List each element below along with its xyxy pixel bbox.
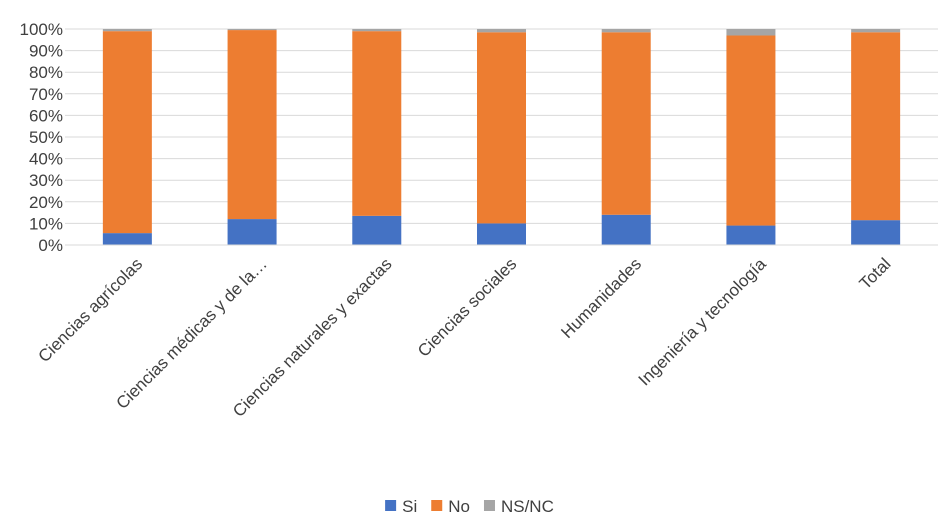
y-tick-label: 90%	[29, 42, 63, 61]
y-tick-label: 100%	[20, 20, 63, 39]
bar-si-4	[601, 214, 651, 245]
bar-si-6	[851, 220, 901, 245]
legend-label: Si	[402, 497, 417, 516]
y-tick-label: 40%	[29, 150, 63, 169]
x-tick-label: Total	[856, 254, 895, 293]
y-tick-label: 20%	[29, 193, 63, 212]
x-tick-label: Ciencias sociales	[414, 254, 520, 360]
bar-no-1	[227, 30, 277, 220]
bar-ns-nc-3	[477, 29, 526, 33]
bar-no-0	[102, 31, 152, 234]
bar-ns-nc-4	[601, 29, 651, 33]
y-tick-label: 80%	[29, 63, 63, 82]
y-tick-label: 70%	[29, 85, 63, 104]
y-tick-label: 60%	[29, 106, 63, 125]
bar-no-6	[851, 32, 901, 221]
legend-swatch-2	[483, 500, 495, 511]
legend-swatch-0	[385, 500, 397, 511]
legend-swatch-1	[431, 500, 443, 511]
x-tick-label: Ingeniería y tecnología	[635, 254, 770, 389]
bar-ns-nc-0	[102, 29, 152, 32]
x-tick-label: Humanidades	[557, 254, 645, 342]
bars	[102, 29, 901, 245]
bar-no-5	[726, 35, 776, 226]
y-axis: 0% 10% 20% 30% 40% 50% 60% 70% 80% 90% 100%	[20, 20, 63, 255]
bar-ns-nc-5	[726, 29, 776, 36]
y-tick-label: 30%	[29, 171, 63, 190]
bar-si-5	[726, 225, 776, 245]
bar-no-3	[477, 32, 526, 224]
bar-no-4	[601, 32, 651, 215]
bar-si-1	[227, 219, 277, 245]
bar-si-0	[102, 233, 152, 245]
legend: Si No NS/NC	[385, 497, 554, 516]
x-tick-label: Ciencias agrícolas	[35, 254, 147, 366]
bar-si-2	[352, 215, 402, 245]
y-tick-label: 10%	[29, 214, 63, 233]
legend-label: NS/NC	[501, 497, 554, 516]
bar-no-2	[352, 31, 402, 216]
y-tick-label: 0%	[38, 236, 63, 255]
bar-ns-nc-6	[851, 29, 901, 33]
bar-si-3	[477, 223, 526, 245]
legend-label: No	[448, 497, 470, 516]
bar-ns-nc-1	[227, 29, 277, 31]
bar-ns-nc-2	[352, 29, 402, 32]
y-tick-label: 50%	[29, 128, 63, 147]
